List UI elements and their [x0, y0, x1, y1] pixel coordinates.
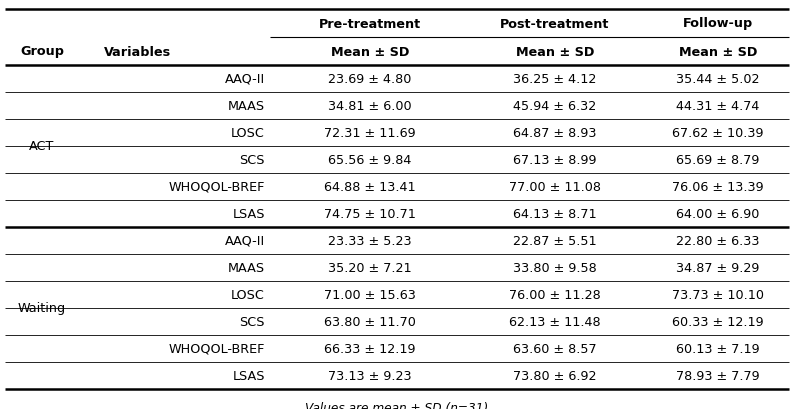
- Text: 60.13 ± 7.19: 60.13 ± 7.19: [676, 342, 760, 355]
- Text: 63.80 ± 11.70: 63.80 ± 11.70: [324, 315, 416, 328]
- Text: MAAS: MAAS: [228, 100, 265, 113]
- Text: 34.81 ± 6.00: 34.81 ± 6.00: [328, 100, 412, 113]
- Text: 64.00 ± 6.90: 64.00 ± 6.90: [676, 207, 760, 220]
- Text: 23.69 ± 4.80: 23.69 ± 4.80: [328, 73, 411, 86]
- Text: 34.87 ± 9.29: 34.87 ± 9.29: [676, 261, 760, 274]
- Text: 77.00 ± 11.08: 77.00 ± 11.08: [509, 180, 601, 193]
- Text: 73.80 ± 6.92: 73.80 ± 6.92: [513, 369, 597, 382]
- Text: Mean ± SD: Mean ± SD: [679, 45, 757, 58]
- Text: 64.13 ± 8.71: 64.13 ± 8.71: [513, 207, 597, 220]
- Text: 64.88 ± 13.41: 64.88 ± 13.41: [324, 180, 416, 193]
- Text: 22.87 ± 5.51: 22.87 ± 5.51: [513, 234, 597, 247]
- Text: LOSC: LOSC: [231, 288, 265, 301]
- Text: 45.94 ± 6.32: 45.94 ± 6.32: [514, 100, 596, 113]
- Text: 72.31 ± 11.69: 72.31 ± 11.69: [324, 127, 416, 139]
- Text: Group: Group: [20, 45, 64, 58]
- Text: WHOQOL-BREF: WHOQOL-BREF: [168, 342, 265, 355]
- Text: 74.75 ± 10.71: 74.75 ± 10.71: [324, 207, 416, 220]
- Text: 44.31 ± 4.74: 44.31 ± 4.74: [676, 100, 760, 113]
- Text: Post-treatment: Post-treatment: [500, 18, 610, 30]
- Text: 35.44 ± 5.02: 35.44 ± 5.02: [676, 73, 760, 86]
- Text: 73.13 ± 9.23: 73.13 ± 9.23: [328, 369, 412, 382]
- Text: 63.60 ± 8.57: 63.60 ± 8.57: [513, 342, 597, 355]
- Text: MAAS: MAAS: [228, 261, 265, 274]
- Text: SCS: SCS: [240, 315, 265, 328]
- Text: 35.20 ± 7.21: 35.20 ± 7.21: [328, 261, 412, 274]
- Text: Mean ± SD: Mean ± SD: [331, 45, 409, 58]
- Text: 33.80 ± 9.58: 33.80 ± 9.58: [513, 261, 597, 274]
- Text: Follow-up: Follow-up: [683, 18, 754, 30]
- Text: 23.33 ± 5.23: 23.33 ± 5.23: [328, 234, 412, 247]
- Text: 36.25 ± 4.12: 36.25 ± 4.12: [513, 73, 596, 86]
- Text: 65.69 ± 8.79: 65.69 ± 8.79: [676, 154, 760, 166]
- Text: 73.73 ± 10.10: 73.73 ± 10.10: [672, 288, 764, 301]
- Text: 22.80 ± 6.33: 22.80 ± 6.33: [676, 234, 760, 247]
- Text: 65.56 ± 9.84: 65.56 ± 9.84: [328, 154, 411, 166]
- Text: 60.33 ± 12.19: 60.33 ± 12.19: [673, 315, 764, 328]
- Text: 67.13 ± 8.99: 67.13 ± 8.99: [513, 154, 597, 166]
- Text: Variables: Variables: [105, 45, 172, 58]
- Text: SCS: SCS: [240, 154, 265, 166]
- Text: 76.00 ± 11.28: 76.00 ± 11.28: [509, 288, 601, 301]
- Text: Waiting: Waiting: [18, 302, 66, 315]
- Text: 78.93 ± 7.79: 78.93 ± 7.79: [676, 369, 760, 382]
- Text: WHOQOL-BREF: WHOQOL-BREF: [168, 180, 265, 193]
- Text: 71.00 ± 15.63: 71.00 ± 15.63: [324, 288, 416, 301]
- Text: 62.13 ± 11.48: 62.13 ± 11.48: [509, 315, 601, 328]
- Text: Mean ± SD: Mean ± SD: [516, 45, 594, 58]
- Text: 67.62 ± 10.39: 67.62 ± 10.39: [673, 127, 764, 139]
- Text: 64.87 ± 8.93: 64.87 ± 8.93: [513, 127, 597, 139]
- Text: AAQ-II: AAQ-II: [225, 234, 265, 247]
- Text: 66.33 ± 12.19: 66.33 ± 12.19: [324, 342, 416, 355]
- Text: LSAS: LSAS: [233, 369, 265, 382]
- Text: LSAS: LSAS: [233, 207, 265, 220]
- Text: LOSC: LOSC: [231, 127, 265, 139]
- Text: 76.06 ± 13.39: 76.06 ± 13.39: [673, 180, 764, 193]
- Text: Values are mean ± SD (n=31): Values are mean ± SD (n=31): [306, 401, 488, 409]
- Text: ACT: ACT: [29, 140, 55, 153]
- Text: AAQ-II: AAQ-II: [225, 73, 265, 86]
- Text: Pre-treatment: Pre-treatment: [319, 18, 421, 30]
